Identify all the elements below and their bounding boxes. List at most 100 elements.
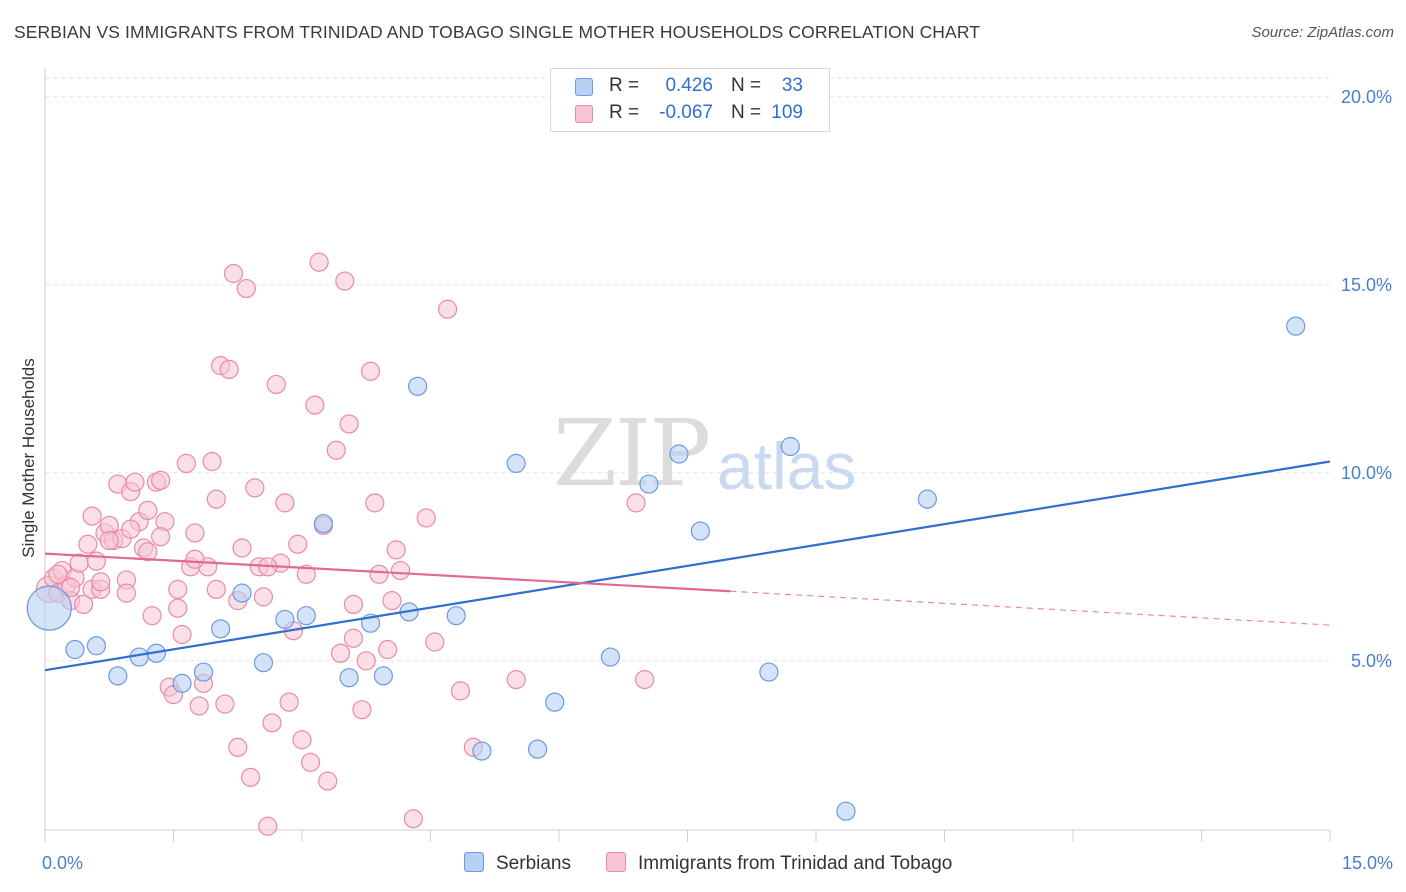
trinidad-point: [206, 489, 226, 509]
trinidad-point: [116, 583, 136, 603]
trinidad-point: [506, 669, 526, 690]
stats-legend: R = 0.426 N = 33 R = -0.067 N = 109: [550, 68, 830, 132]
trinidad-point: [82, 506, 102, 526]
serbian-point: [527, 739, 548, 759]
trinidad-point: [215, 694, 235, 714]
r-label: R =: [609, 75, 640, 96]
y-tick-label: 5.0%: [1351, 651, 1392, 671]
legend-item-trinidad: Immigrants from Trinidad and Tobago: [606, 852, 952, 875]
trinidad-point: [151, 527, 171, 547]
serbian-point: [600, 647, 621, 667]
trinidad-legend-label: Immigrants from Trinidad and Tobago: [638, 853, 953, 874]
trinidad-point: [343, 628, 363, 648]
trinidad-point: [185, 523, 205, 543]
trend-lines: [44, 460, 1331, 672]
r-label: R =: [609, 102, 640, 123]
trinidad-point: [288, 534, 308, 554]
trinidad-point: [202, 451, 222, 472]
trinidad-point: [189, 696, 209, 716]
trinidad-point: [228, 737, 248, 757]
trinidad-point: [635, 669, 655, 690]
trinidad-point: [305, 395, 325, 415]
serbian-point: [232, 583, 252, 603]
serbian-point: [780, 436, 800, 457]
tick-labels: 5.0% 10.0% 15.0% 20.0% 0.0% 15.0%: [42, 87, 1393, 873]
serbian-point: [545, 692, 565, 712]
trinidad-point: [300, 752, 321, 772]
r-value: 0.426: [665, 75, 713, 96]
serbian-point: [193, 662, 214, 682]
data-points: [26, 252, 1306, 836]
serbian-point: [1286, 316, 1306, 336]
trinidad-point: [343, 594, 363, 615]
trinidad-point: [352, 700, 372, 720]
trinidad-point: [339, 414, 359, 434]
trinidad-point: [48, 564, 68, 584]
trinidad-point: [275, 493, 295, 513]
serbian-point: [26, 585, 72, 631]
trinidad-point: [151, 470, 171, 490]
trinidad-point: [125, 472, 145, 492]
trinidad-point: [223, 263, 244, 284]
trinidad-point: [330, 643, 351, 663]
trinidad-point: [61, 577, 81, 598]
r-value: -0.067: [659, 102, 713, 123]
trinidad-point: [176, 453, 196, 473]
trinidad-trend-extension: [730, 590, 1331, 626]
trinidad-point: [258, 816, 278, 836]
trinidad-point: [99, 530, 119, 551]
trinidad-point: [279, 692, 299, 712]
serbian-point: [836, 801, 856, 821]
trinidad-point: [425, 632, 445, 652]
serbian-point: [472, 741, 492, 761]
x-tick-label: 15.0%: [1342, 853, 1393, 873]
trinidad-point: [326, 440, 346, 460]
n-label: N =: [731, 102, 762, 123]
serbians-swatch: [575, 78, 593, 96]
y-tick-label: 20.0%: [1341, 87, 1392, 107]
y-tick-label: 10.0%: [1341, 463, 1392, 483]
trinidad-trend-line: [44, 552, 731, 593]
chart-source: Source: ZipAtlas.com: [1251, 24, 1394, 41]
trinidad-point: [378, 639, 398, 660]
y-tick-label: 15.0%: [1341, 275, 1392, 295]
trinidad-point: [142, 606, 162, 626]
trinidad-point: [168, 598, 188, 618]
trinidad-point: [219, 359, 239, 379]
trinidad-point: [253, 587, 274, 607]
serbian-point: [506, 453, 526, 473]
trinidad-point: [335, 271, 355, 291]
serbian-point: [253, 653, 274, 673]
serbian-point: [172, 673, 192, 693]
trinidad-point: [241, 767, 261, 787]
trinidad-point: [121, 519, 141, 539]
legend-row-serbians: R = 0.426 N = 33: [551, 73, 829, 101]
serbian-point: [373, 666, 393, 686]
trinidad-point: [356, 651, 376, 671]
trinidad-point: [91, 572, 111, 592]
trinidad-point: [78, 534, 98, 554]
serbians-legend-label: Serbians: [496, 853, 571, 874]
trinidad-point: [266, 374, 286, 395]
serbian-point: [759, 662, 779, 682]
serbian-point: [917, 489, 937, 509]
trinidad-point: [232, 538, 252, 558]
trinidad-point: [360, 361, 381, 381]
trinidad-point: [73, 594, 94, 615]
trinidad-point: [292, 730, 312, 750]
trinidad-swatch: [575, 105, 593, 123]
serbian-point: [313, 513, 334, 534]
trinidad-legend-swatch: [606, 852, 626, 872]
trinidad-point: [309, 252, 329, 272]
trinidad-point: [262, 713, 282, 733]
serbian-point: [408, 376, 428, 396]
serbian-point: [86, 636, 107, 656]
trinidad-point: [138, 542, 158, 562]
trinidad-point: [296, 564, 316, 584]
legend-item-serbians: Serbians: [464, 852, 571, 875]
trinidad-point: [403, 809, 423, 829]
serbian-point: [296, 606, 316, 626]
trinidad-point: [86, 551, 107, 571]
serbian-point: [129, 647, 149, 667]
